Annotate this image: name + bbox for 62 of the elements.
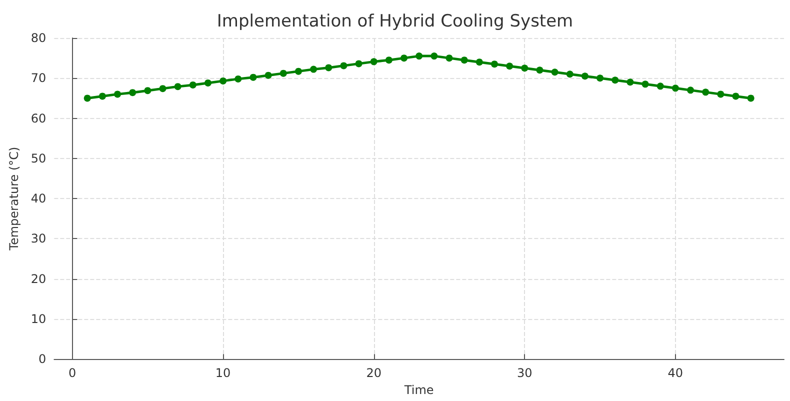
point (506, 62, 514, 70)
point (626, 78, 634, 86)
point (264, 72, 272, 79)
point (476, 58, 483, 66)
point (672, 84, 679, 92)
point (189, 81, 196, 88)
y-tick-label: 30 (30, 232, 46, 246)
y-axis-title: Temperature (°C) (7, 146, 21, 252)
point (702, 88, 710, 96)
point (385, 56, 392, 64)
x-tick-label: 0 (68, 366, 76, 380)
point (536, 66, 544, 74)
x-axis-title: Time (403, 383, 434, 397)
point (370, 58, 378, 66)
point (220, 77, 227, 84)
point (114, 90, 121, 98)
chart-title: Implementation of Hybrid Cooling System (216, 12, 574, 32)
point (325, 64, 332, 72)
x-tick-label: 10 (215, 366, 231, 380)
point (250, 74, 257, 81)
x-tick-label: 40 (668, 366, 684, 380)
point (294, 68, 302, 75)
y-tick-label: 80 (30, 31, 46, 45)
y-tick-label: 20 (30, 272, 46, 286)
point (612, 76, 619, 84)
y-tick-label: 70 (30, 71, 46, 86)
point (747, 94, 754, 102)
y-tick-label: 10 (30, 312, 46, 326)
y-tick-label: 60 (30, 111, 46, 126)
point (430, 52, 438, 60)
point (687, 86, 694, 94)
point (416, 52, 423, 60)
point (581, 72, 588, 80)
x-tick-label: 20 (366, 366, 382, 380)
point (144, 87, 152, 94)
point (490, 60, 498, 68)
point (446, 54, 453, 62)
point (566, 70, 574, 78)
y-tick-label: 40 (30, 192, 46, 206)
point (204, 79, 212, 86)
point (234, 75, 242, 82)
point (310, 66, 318, 73)
x-tick-label: 30 (517, 366, 532, 380)
point (355, 60, 362, 68)
point (280, 70, 287, 77)
point (460, 56, 468, 64)
point (656, 82, 664, 90)
point (521, 64, 528, 72)
point (400, 54, 408, 62)
point (732, 92, 740, 100)
y-tick-label: 0 (38, 352, 46, 366)
point (174, 83, 182, 90)
point (717, 90, 724, 98)
y-tick-label: 50 (30, 151, 46, 166)
point (551, 68, 558, 76)
point (159, 85, 166, 92)
point (340, 62, 348, 70)
point (98, 92, 106, 100)
point (84, 94, 91, 102)
point (129, 89, 136, 96)
point (596, 74, 604, 82)
point (642, 80, 649, 88)
